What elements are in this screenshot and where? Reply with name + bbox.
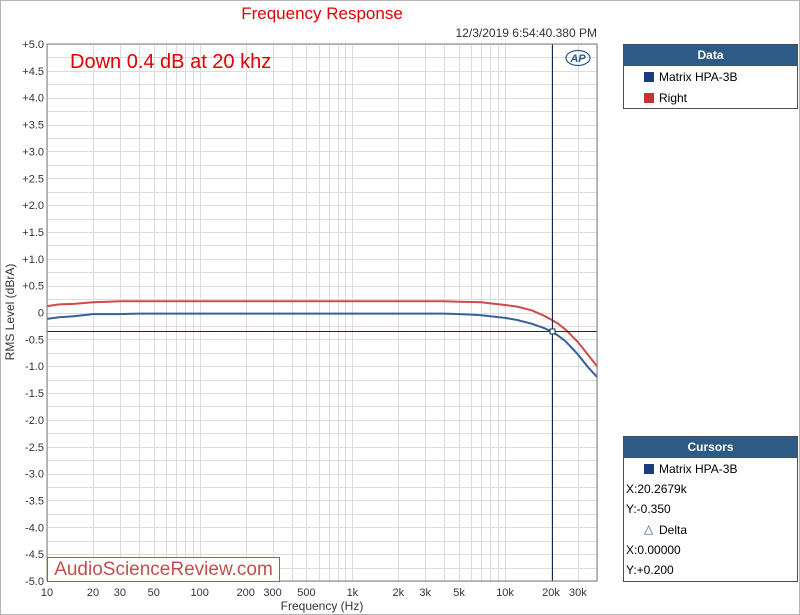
watermark: AudioScienceReview.com [47,557,280,582]
y-tick-label: -3.5 [25,495,44,507]
delta-label: Delta [659,523,688,537]
x-tick-label: 300 [263,587,281,599]
grid [47,44,598,582]
legend-label: Right [659,91,688,105]
cursor-series-label: Matrix HPA-3B [659,462,738,476]
legend-item-right[interactable]: Right [624,88,797,109]
y-tick-label: +1.5 [22,227,44,239]
svg-text:AP: AP [569,53,586,65]
plot-border [46,43,598,582]
y-axis-label: RMS Level (dBrA) [3,264,17,361]
x-tick-label: 100 [191,587,209,599]
chart-title: Frequency Response [241,4,403,23]
data-panel-title: Data [624,45,797,66]
series-line-right [46,300,598,367]
cursor-series-swatch [644,464,654,474]
x-tick-label: 1k [347,587,359,599]
legend-swatch-right [644,93,654,103]
x-tick-label: 30 [114,587,126,599]
x-axis-label: Frequency (Hz) [281,599,364,613]
cursor-lines[interactable] [47,44,597,581]
cursors-panel: Cursors Matrix HPA-3B X:20.2679k Y:-0.35… [623,436,798,582]
x-tick-label: 20k [542,587,560,599]
y-tick-label: +2.0 [22,200,44,212]
x-tick-label: 5k [453,587,465,599]
data-legend-panel: Data Matrix HPA-3B Right [623,44,798,109]
y-tick-label: -2.0 [25,415,44,427]
y-tick-label: -5.0 [25,576,44,588]
y-tick-label: +1.0 [22,254,44,266]
delta-item[interactable]: △ Delta [624,520,797,541]
y-tick-label: +3.0 [22,146,44,158]
y-tick-label: +3.5 [22,120,44,132]
ap-logo: AP [565,49,591,67]
y-tick-label: -1.0 [25,361,44,373]
delta-x-value: X:0.00000 [626,543,681,557]
delta-y-value: Y:+0.200 [626,563,674,577]
y-tick-labels: +5.0 +4.5 +4.0 +3.5 +3.0 +2.5 +2.0 +1.5 +1.0 +0.5… [22,39,44,588]
delta-icon: △ [644,522,654,536]
y-tick-label: +2.5 [22,173,44,185]
y-tick-label: -4.0 [25,522,44,534]
y-tick-label: -2.5 [25,442,44,454]
y-tick-label: +5.0 [22,39,44,51]
y-tick-label: +4.0 [22,93,44,105]
timestamp: 12/3/2019 6:54:40.380 PM [456,26,597,40]
x-tick-label: 200 [236,587,254,599]
cursors-panel-title: Cursors [624,437,797,458]
legend-swatch-matrix [644,72,654,82]
cursor-series-item[interactable]: Matrix HPA-3B [624,459,797,480]
x-tick-label: 50 [148,587,160,599]
series-line-matrix-hpa-3b [46,312,598,378]
annotation-text: Down 0.4 dB at 20 khz [70,51,271,73]
y-tick-label: -3.0 [25,469,44,481]
x-tick-labels: 10 20 30 50 100 200 300 500 1k 2k 3k 5k 10k 20k 30k [41,587,587,599]
y-tick-label: -0.5 [25,334,44,346]
cursor-marker[interactable] [549,328,556,335]
legend-item-matrix[interactable]: Matrix HPA-3B [624,67,797,88]
y-tick-label: +0.5 [22,281,44,293]
y-tick-label: 0 [38,308,44,320]
x-tick-label: 2k [393,587,405,599]
x-tick-label: 20 [87,587,99,599]
cursor-x-value: X:20.2679k [626,482,687,496]
legend-label: Matrix HPA-3B [659,70,738,84]
x-tick-label: 10k [496,587,514,599]
cursor-y-value: Y:-0.350 [626,502,671,516]
x-tick-label: 10 [41,587,53,599]
y-tick-label: -4.5 [25,549,44,561]
y-tick-label: +4.5 [22,66,44,78]
x-tick-label: 500 [297,587,315,599]
series-lines [46,300,598,378]
y-tick-label: -1.5 [25,388,44,400]
x-tick-label: 3k [419,587,431,599]
x-tick-label: 30k [569,587,587,599]
